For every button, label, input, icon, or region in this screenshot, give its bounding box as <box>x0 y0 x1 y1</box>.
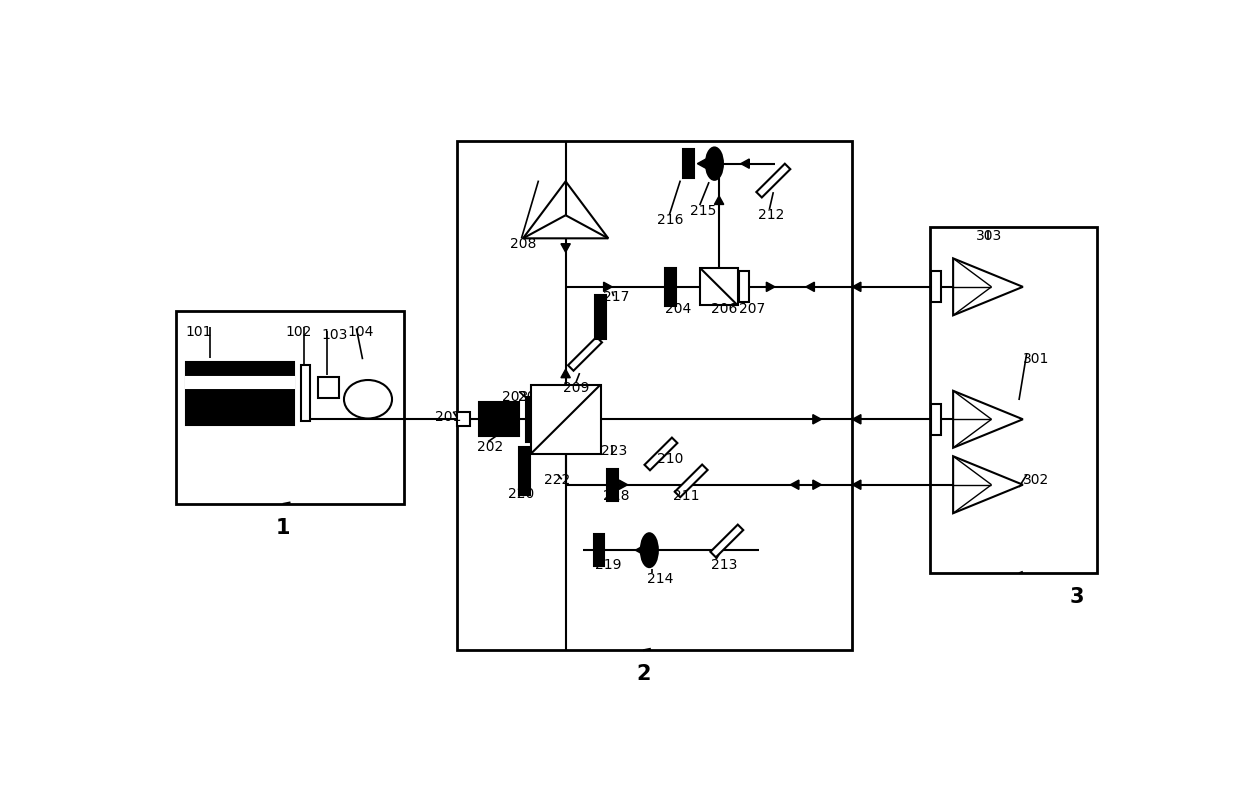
Bar <box>607 468 617 501</box>
Text: 212: 212 <box>758 208 784 221</box>
Text: 302: 302 <box>1023 473 1049 487</box>
Polygon shape <box>644 438 678 471</box>
Text: 210: 210 <box>657 451 684 466</box>
Polygon shape <box>953 456 1023 513</box>
Polygon shape <box>767 282 774 292</box>
Polygon shape <box>710 525 743 557</box>
Bar <box>301 365 310 421</box>
Polygon shape <box>790 480 799 490</box>
Bar <box>186 377 295 388</box>
Bar <box>530 384 601 454</box>
Text: 101: 101 <box>186 325 212 340</box>
Text: 102: 102 <box>285 325 311 340</box>
Polygon shape <box>741 159 750 169</box>
Text: 215: 215 <box>690 204 716 217</box>
Text: 301: 301 <box>1023 352 1049 365</box>
Text: 208: 208 <box>509 237 536 251</box>
Text: 214: 214 <box>647 572 673 586</box>
Text: 223: 223 <box>601 444 627 458</box>
Bar <box>930 227 1097 573</box>
Bar <box>176 312 404 504</box>
Text: 203: 203 <box>502 390 528 404</box>
Bar <box>457 412 470 426</box>
Bar <box>519 447 530 495</box>
Text: 2: 2 <box>636 664 650 684</box>
Polygon shape <box>953 258 1023 316</box>
Polygon shape <box>636 546 644 555</box>
Text: 218: 218 <box>603 488 629 503</box>
Polygon shape <box>567 337 602 371</box>
Text: 205: 205 <box>518 390 544 404</box>
Bar <box>478 403 519 436</box>
Polygon shape <box>561 244 570 252</box>
Polygon shape <box>603 282 612 292</box>
Polygon shape <box>620 480 628 490</box>
Text: 217: 217 <box>603 290 629 304</box>
Polygon shape <box>698 159 706 169</box>
Bar <box>539 405 548 433</box>
Text: 207: 207 <box>740 302 766 316</box>
Bar <box>665 268 675 306</box>
Bar <box>527 397 536 442</box>
Polygon shape <box>675 464 707 497</box>
Bar <box>932 272 940 302</box>
Polygon shape <box>523 181 608 238</box>
Ellipse shape <box>641 533 658 567</box>
Polygon shape <box>805 282 814 292</box>
Text: 103: 103 <box>321 328 348 343</box>
Text: 211: 211 <box>673 488 699 503</box>
Text: 213: 213 <box>711 558 737 572</box>
Polygon shape <box>756 164 790 197</box>
Text: 219: 219 <box>595 558 622 572</box>
Text: 206: 206 <box>711 302 737 316</box>
Polygon shape <box>852 415 861 424</box>
Ellipse shape <box>344 380 392 419</box>
Polygon shape <box>813 415 821 424</box>
Bar <box>740 272 748 302</box>
Text: 1: 1 <box>275 518 290 538</box>
Bar <box>457 141 852 650</box>
Text: 209: 209 <box>564 381 590 395</box>
Bar <box>700 268 737 305</box>
Text: 202: 202 <box>477 440 503 454</box>
Polygon shape <box>852 282 861 292</box>
Text: 204: 204 <box>665 302 691 316</box>
Polygon shape <box>953 391 1023 447</box>
Bar <box>186 361 295 425</box>
Bar <box>683 149 694 178</box>
Text: 201: 201 <box>435 410 462 424</box>
Text: 216: 216 <box>657 213 684 227</box>
Text: 303: 303 <box>976 229 1002 243</box>
Bar <box>593 534 605 566</box>
Polygon shape <box>715 196 724 205</box>
Bar <box>932 403 940 435</box>
Text: 104: 104 <box>347 325 373 340</box>
Polygon shape <box>813 480 821 490</box>
Text: 222: 222 <box>544 473 570 487</box>
Text: 3: 3 <box>1069 587 1084 607</box>
Bar <box>595 295 606 340</box>
Polygon shape <box>852 480 861 490</box>
Polygon shape <box>561 369 570 378</box>
Bar <box>317 377 339 399</box>
Text: 220: 220 <box>508 487 534 501</box>
Ellipse shape <box>706 148 722 180</box>
